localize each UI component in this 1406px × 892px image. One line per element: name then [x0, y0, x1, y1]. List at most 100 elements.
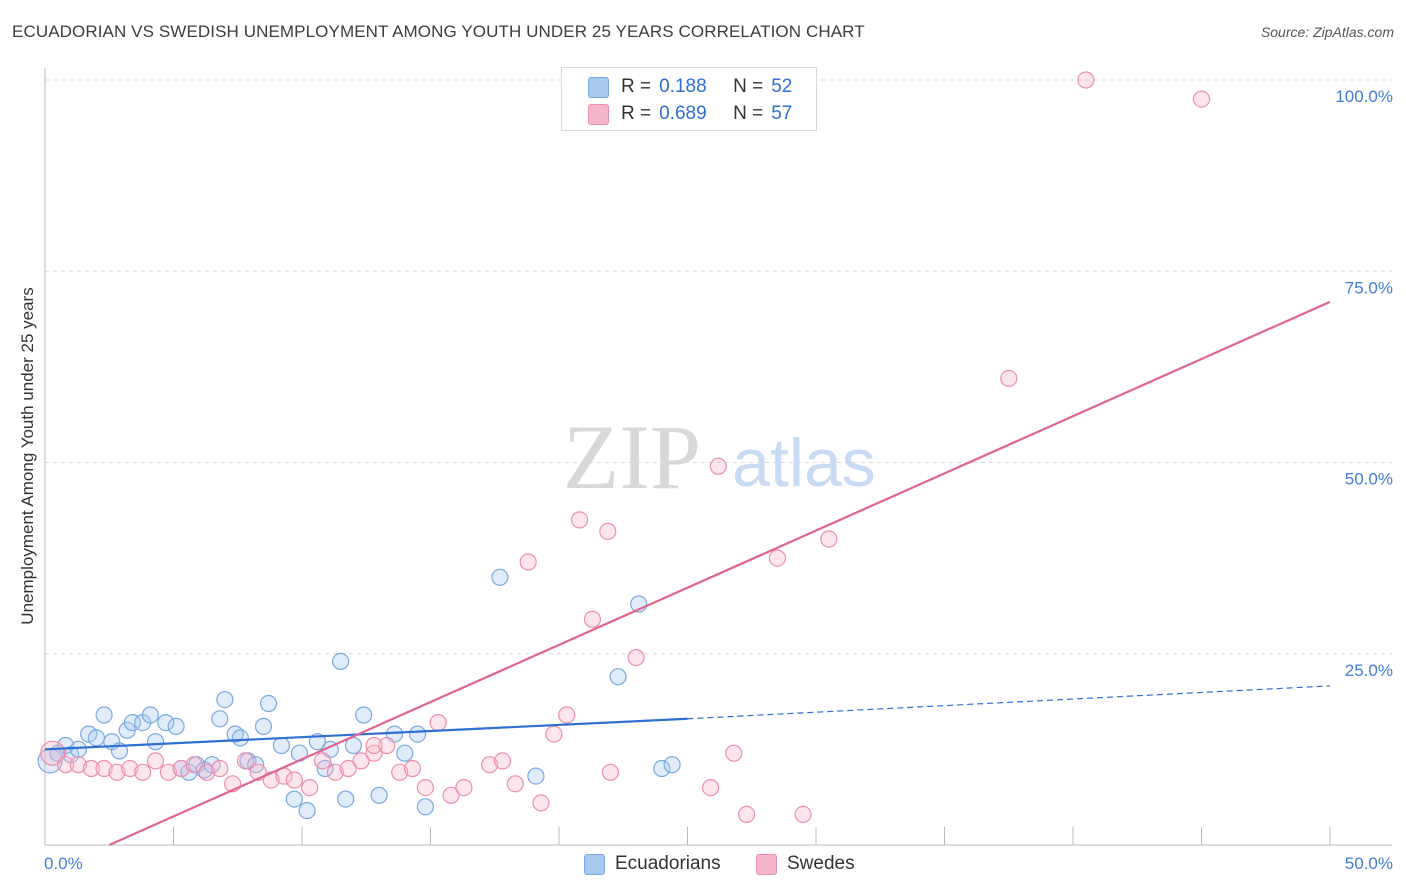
tick-labels: 25.0% 50.0% 75.0% 100.0% 0.0% 50.0%	[44, 87, 1393, 873]
point-ecuadorians-30	[272, 736, 290, 755]
trend-line-swedes	[108, 300, 1331, 847]
point-ecuadorians-6	[87, 729, 106, 747]
point-swedes-29	[416, 778, 434, 797]
point-swedes-3	[82, 759, 100, 778]
point-swedes-1	[56, 756, 75, 774]
point-swedes-54	[1192, 90, 1211, 108]
y-tick-label-75: 75.0%	[1345, 278, 1393, 297]
point-ecuadorians-43	[409, 725, 427, 743]
point-swedes-34	[493, 752, 512, 770]
point-swedes-27	[391, 763, 409, 781]
legend-item-ecuadorians[interactable]: Ecuadorians	[584, 851, 721, 877]
stats-legend: R = 0.188 N = 52 R = 0.689 N = 57	[561, 67, 817, 131]
y-tick-label-100: 100.0%	[1335, 87, 1393, 106]
point-ecuadorians-45	[491, 568, 509, 586]
point-ecuadorians-29	[260, 694, 278, 713]
y-tick-label-50: 50.0%	[1345, 470, 1393, 489]
trend-line-ecuadorians	[44, 717, 688, 751]
point-swedes-19	[285, 771, 303, 789]
point-ecuadorians-46	[527, 767, 545, 785]
point-swedes-13	[211, 759, 229, 778]
legend-item-swedes[interactable]: Swedes	[756, 851, 855, 877]
point-swedes-6	[121, 759, 139, 778]
point-swedes-24	[352, 752, 370, 770]
point-ecuadorians-7	[95, 706, 113, 724]
point-swedes-36	[519, 553, 537, 571]
trend-lines	[44, 300, 1331, 847]
grid-lines	[45, 79, 1392, 655]
point-swedes-42	[599, 522, 617, 541]
point-swedes-12	[198, 763, 216, 781]
point-ecuadorians-50	[663, 756, 681, 774]
point-swedes-37	[532, 794, 550, 812]
point-swedes-44	[627, 648, 645, 667]
point-swedes-48	[737, 805, 756, 824]
legend-swatch-swedes	[756, 853, 777, 875]
r-value-swedes: 0.689	[659, 103, 707, 124]
point-swedes-23	[339, 759, 357, 778]
point-swedes-46	[709, 457, 727, 475]
n-label: N =	[733, 103, 764, 124]
point-ecuadorians-25	[231, 729, 249, 747]
point-ecuadorians-33	[298, 801, 316, 820]
watermark-atlas: atlas	[732, 425, 876, 501]
point-ecuadorians-22	[211, 710, 229, 728]
point-ecuadorians-36	[332, 652, 350, 671]
point-ecuadorians-44	[416, 798, 434, 816]
point-swedes-31	[442, 786, 460, 804]
point-swedes-43	[601, 763, 620, 781]
point-ecuadorians-15	[157, 713, 175, 732]
point-swedes-45	[701, 778, 720, 797]
point-ecuadorians-23	[216, 690, 234, 709]
trend-line-extension-ecuadorians	[687, 685, 1331, 720]
stats-legend-row-ecuadorians: R = 0.188 N = 52	[588, 76, 792, 98]
point-swedes-10	[172, 759, 190, 778]
point-swedes-7	[134, 763, 152, 781]
point-ecuadorians-37	[337, 790, 355, 808]
swatch-ecuadorians	[588, 76, 609, 98]
point-swedes-5	[108, 763, 126, 781]
point-swedes-50	[794, 805, 812, 824]
n-value-swedes: 57	[771, 103, 793, 124]
point-ecuadorians-13	[141, 706, 159, 724]
chart-title: ECUADORIAN VS SWEDISH UNEMPLOYMENT AMONG…	[12, 22, 865, 41]
n-value-ecuadorians: 52	[771, 76, 793, 97]
point-swedes-35	[506, 775, 524, 793]
point-ecuadorians-14	[146, 733, 165, 751]
point-swedes-4	[95, 759, 113, 778]
legend-label-swedes: Swedes	[787, 853, 855, 874]
point-swedes-51	[820, 530, 838, 548]
legend-swatch-ecuadorians	[584, 853, 605, 875]
stats-legend-row-swedes: R = 0.689 N = 57	[588, 103, 792, 125]
point-swedes-39	[558, 706, 576, 724]
point-swedes-38	[545, 725, 563, 743]
point-swedes-0	[40, 740, 66, 766]
point-ecuadorians-4	[69, 740, 88, 759]
n-label: N =	[733, 76, 764, 97]
point-swedes-56	[365, 736, 383, 755]
point-swedes-9	[159, 763, 177, 781]
point-swedes-22	[326, 763, 344, 781]
y-axis-label: Unemployment Among Youth under 25 years	[18, 287, 37, 625]
point-ecuadorians-39	[355, 706, 373, 724]
point-swedes-53	[1077, 71, 1095, 89]
point-swedes-40	[570, 511, 589, 529]
r-label: R =	[621, 103, 652, 124]
point-ecuadorians-28	[254, 717, 273, 736]
point-swedes-21	[314, 752, 332, 770]
x-tick-label-max: 50.0%	[1345, 854, 1393, 873]
point-swedes-20	[301, 778, 319, 797]
point-swedes-41	[583, 610, 602, 628]
data-points	[37, 71, 1211, 824]
r-value-ecuadorians: 0.188	[659, 76, 707, 97]
point-ecuadorians-47	[609, 668, 627, 686]
swatch-swedes	[588, 103, 609, 125]
watermark-zip: ZIP	[563, 406, 701, 508]
point-swedes-52	[1000, 369, 1018, 387]
r-label: R =	[621, 76, 652, 97]
source-credit: Source: ZipAtlas.com	[1260, 24, 1394, 40]
x-tick-label-min: 0.0%	[44, 854, 83, 873]
point-ecuadorians-40	[370, 786, 388, 804]
legend-label-ecuadorians: Ecuadorians	[615, 853, 721, 874]
